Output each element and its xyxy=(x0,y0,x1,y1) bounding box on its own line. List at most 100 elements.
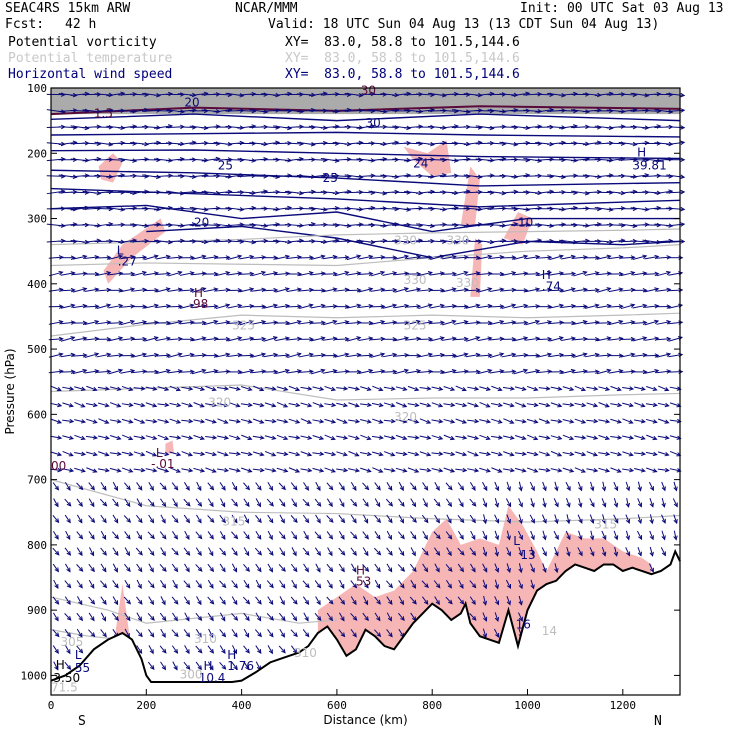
wind-arrow-head xyxy=(233,551,238,556)
wind-arrow xyxy=(217,386,229,390)
wind-arrow xyxy=(217,402,228,407)
wind-arrow xyxy=(252,418,264,424)
contour-label: L xyxy=(75,648,82,662)
wind-arrow xyxy=(542,481,547,491)
wind-arrow xyxy=(407,451,419,456)
wind-arrow xyxy=(255,579,261,589)
wind-arrow xyxy=(523,239,542,244)
wind-arrow xyxy=(76,498,83,507)
wind-arrow xyxy=(195,645,203,653)
wind-arrow xyxy=(606,158,625,162)
wind-arrow xyxy=(89,547,94,556)
wind-arrow-head xyxy=(474,386,480,391)
wind-arrow xyxy=(207,531,214,540)
wind-arrow xyxy=(279,628,285,638)
wind-arrow-head xyxy=(152,468,158,473)
wind-arrow-head xyxy=(424,583,429,589)
wind-arrow xyxy=(338,612,345,621)
wind-arrow xyxy=(62,468,74,472)
wind-arrow xyxy=(86,467,97,473)
wind-arrow xyxy=(215,289,230,292)
wind-arrow-head xyxy=(630,352,636,358)
wind-arrow xyxy=(58,223,77,227)
wind-arrow-head xyxy=(128,435,134,441)
wind-arrow xyxy=(225,158,244,161)
wind-arrow-head xyxy=(101,616,107,622)
wind-arrow-head xyxy=(106,352,112,358)
wind-arrow-head xyxy=(320,254,326,260)
wind-arrow xyxy=(596,337,611,342)
theta-contour xyxy=(50,244,681,267)
wind-arrow xyxy=(479,467,491,472)
wind-arrow xyxy=(184,645,190,654)
wind-arrow xyxy=(489,305,504,308)
wind-arrow xyxy=(406,320,421,326)
wind-arrow xyxy=(542,563,547,573)
wind-arrow xyxy=(133,451,145,456)
wind-arrow-head xyxy=(307,452,313,457)
wind-arrow-head xyxy=(356,352,362,358)
wind-arrow xyxy=(654,158,673,162)
y-tick-label: 400 xyxy=(27,278,47,291)
wind-arrow xyxy=(53,498,59,507)
wind-arrow-head xyxy=(138,632,143,638)
wind-arrow-head xyxy=(439,303,445,309)
wind-arrow xyxy=(52,645,59,654)
wind-arrow-head xyxy=(269,632,274,638)
wind-arrow xyxy=(553,498,559,507)
wind-arrow xyxy=(380,109,399,113)
wind-arrow xyxy=(84,353,99,359)
wind-arrow xyxy=(296,223,315,227)
wind-arrow-head xyxy=(66,501,72,507)
wind-arrow-head xyxy=(525,207,531,212)
wind-arrow-head xyxy=(625,518,631,524)
wind-arrow-head xyxy=(269,615,275,621)
wind-arrow-head xyxy=(511,352,517,358)
wind-arrow-head xyxy=(388,501,394,507)
wind-arrow xyxy=(649,530,654,540)
wind-arrow-head xyxy=(506,535,511,541)
wind-arrow xyxy=(52,563,59,572)
wind-arrow xyxy=(441,369,456,374)
wind-arrow-head xyxy=(673,518,678,525)
wind-arrow xyxy=(427,158,446,161)
wind-arrow xyxy=(142,223,161,227)
contour-label: 16 xyxy=(516,617,531,631)
wind-arrow-head xyxy=(549,141,555,147)
wind-arrow xyxy=(666,223,685,227)
wind-arrow-head xyxy=(153,303,159,309)
wind-arrow xyxy=(590,530,594,540)
wind-arrow xyxy=(275,354,290,357)
wind-arrow-head xyxy=(256,584,261,589)
wind-arrow-head xyxy=(426,435,432,440)
wind-arrow xyxy=(559,191,578,194)
wind-arrow xyxy=(303,530,309,540)
wind-arrow-head xyxy=(154,320,160,325)
wind-arrow-head xyxy=(680,206,686,212)
wind-arrow-head xyxy=(237,352,243,358)
wind-arrow-head xyxy=(118,320,124,326)
wind-arrow-head xyxy=(118,336,124,341)
wind-arrow xyxy=(577,547,583,556)
wind-arrow-head xyxy=(340,599,346,605)
wind-arrow xyxy=(394,272,409,276)
wind-arrow xyxy=(594,92,613,97)
wind-arrow-head xyxy=(190,337,195,342)
wind-arrow-head xyxy=(376,485,381,491)
wind-arrow xyxy=(445,482,453,490)
wind-arrow-head xyxy=(402,468,408,473)
wind-arrow-head xyxy=(132,206,138,211)
wind-arrow-head xyxy=(416,369,422,374)
wind-arrow-head xyxy=(459,534,464,540)
wind-arrow xyxy=(160,514,166,523)
contour-label: 330 xyxy=(456,276,479,290)
wind-arrow xyxy=(312,419,324,423)
wind-arrow xyxy=(419,451,431,456)
wind-arrow-head xyxy=(113,518,119,524)
wind-arrow xyxy=(494,497,499,507)
wind-arrow xyxy=(566,514,570,524)
wind-arrow xyxy=(88,612,95,621)
wind-arrow xyxy=(622,435,634,439)
wind-arrow xyxy=(470,563,476,572)
wind-arrow xyxy=(672,498,678,507)
